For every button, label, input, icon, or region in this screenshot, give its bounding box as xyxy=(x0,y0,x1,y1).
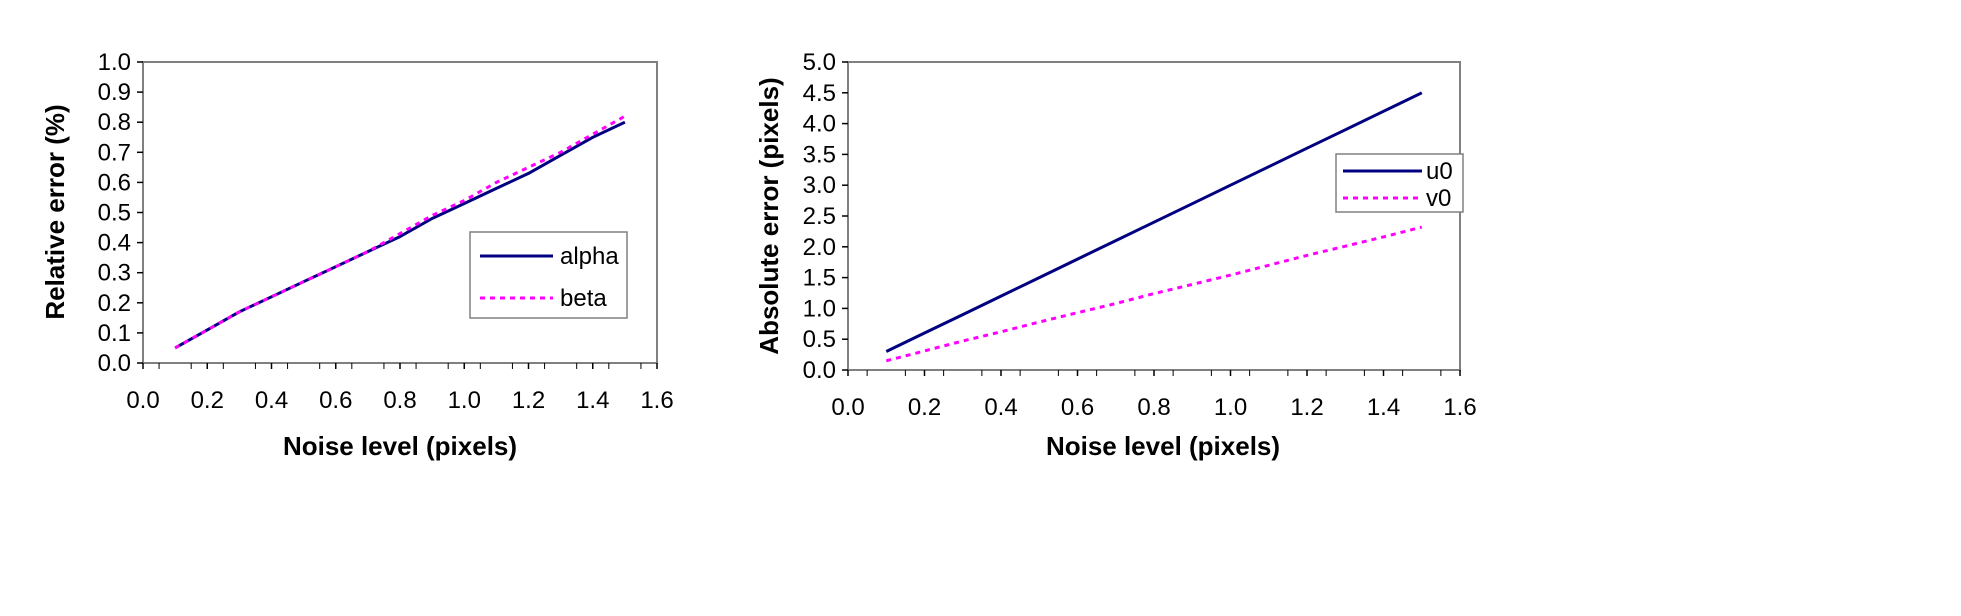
x-tick-label: 0.2 xyxy=(191,387,224,414)
y-tick-label: 4.0 xyxy=(803,111,836,138)
series-line-alpha xyxy=(174,120,626,350)
y-tick-label: 0.0 xyxy=(803,357,836,384)
legend-label-v0: v0 xyxy=(1426,185,1451,212)
x-tick-label: 0.2 xyxy=(908,394,941,421)
y-tick-label: 1.0 xyxy=(803,295,836,322)
legend-label-u0: u0 xyxy=(1426,158,1453,185)
x-tick-label: 1.0 xyxy=(1214,394,1247,421)
x-tick-label: 0.8 xyxy=(1137,394,1170,421)
y-tick-label: 1.0 xyxy=(98,49,131,76)
y-tick-label: 0.7 xyxy=(98,139,131,166)
y-tick-label: 0.2 xyxy=(98,290,131,317)
legend-label-beta: beta xyxy=(560,285,607,312)
x-tick-label: 1.6 xyxy=(640,387,673,414)
y-tick-label: 2.5 xyxy=(803,203,836,230)
series-line-beta xyxy=(174,114,626,350)
y-tick-label: 3.0 xyxy=(803,172,836,199)
y-tick-label: 5.0 xyxy=(803,49,836,76)
y-tick-label: 0.3 xyxy=(98,260,131,287)
plot-frame xyxy=(847,61,1461,371)
x-tick-label: 1.6 xyxy=(1443,394,1476,421)
y-axis-title: Absolute error (pixels) xyxy=(754,77,784,354)
x-tick-label: 1.4 xyxy=(1367,394,1400,421)
x-tick-label: 1.2 xyxy=(512,387,545,414)
x-tick-label: 0.6 xyxy=(319,387,352,414)
chart-relative-error: 0.0 0.1 0.2 0.3 0.4 0.5 0.6 0.7 0.8 0.9 1.0 0.0 0.2 0… xyxy=(40,49,674,461)
x-axis-title: Noise level (pixels) xyxy=(283,431,517,461)
legend-box xyxy=(469,231,628,319)
y-tick-label: 3.5 xyxy=(803,141,836,168)
y-tick-label: 0.1 xyxy=(98,320,131,347)
y-tick-label: 1.5 xyxy=(803,265,836,292)
y-tick-label: 0.8 xyxy=(98,109,131,136)
x-tick-label: 0.8 xyxy=(383,387,416,414)
x-tick-label: 0.0 xyxy=(126,387,159,414)
chart-absolute-error: 0.0 0.5 1.0 1.5 2.0 2.5 3.0 3.5 4.0 4.5 5.0 0.0 0.2 0… xyxy=(754,49,1477,461)
y-tick-label: 0.4 xyxy=(98,230,131,257)
y-tick-label: 0.5 xyxy=(98,200,131,227)
x-tick-label: 1.4 xyxy=(576,387,609,414)
x-tick-label: 0.0 xyxy=(831,394,864,421)
y-tick-label: 0.9 xyxy=(98,79,131,106)
x-tick-label: 0.4 xyxy=(255,387,288,414)
y-tick-label: 4.5 xyxy=(803,80,836,107)
y-tick-label: 0.0 xyxy=(98,350,131,377)
legend-box xyxy=(1335,153,1464,213)
series-line-v0 xyxy=(885,225,1423,363)
x-tick-label: 0.4 xyxy=(984,394,1017,421)
y-tick-label: 2.0 xyxy=(803,234,836,261)
y-tick-label: 0.6 xyxy=(98,169,131,196)
legend-label-alpha: alpha xyxy=(560,243,619,270)
y-tick-label: 0.5 xyxy=(803,326,836,353)
x-axis-title: Noise level (pixels) xyxy=(1046,431,1280,461)
x-tick-label: 1.2 xyxy=(1290,394,1323,421)
x-tick-label: 1.0 xyxy=(448,387,481,414)
series-line-u0 xyxy=(885,91,1423,353)
x-tick-label: 0.6 xyxy=(1061,394,1094,421)
y-axis-title: Relative error (%) xyxy=(40,104,70,319)
